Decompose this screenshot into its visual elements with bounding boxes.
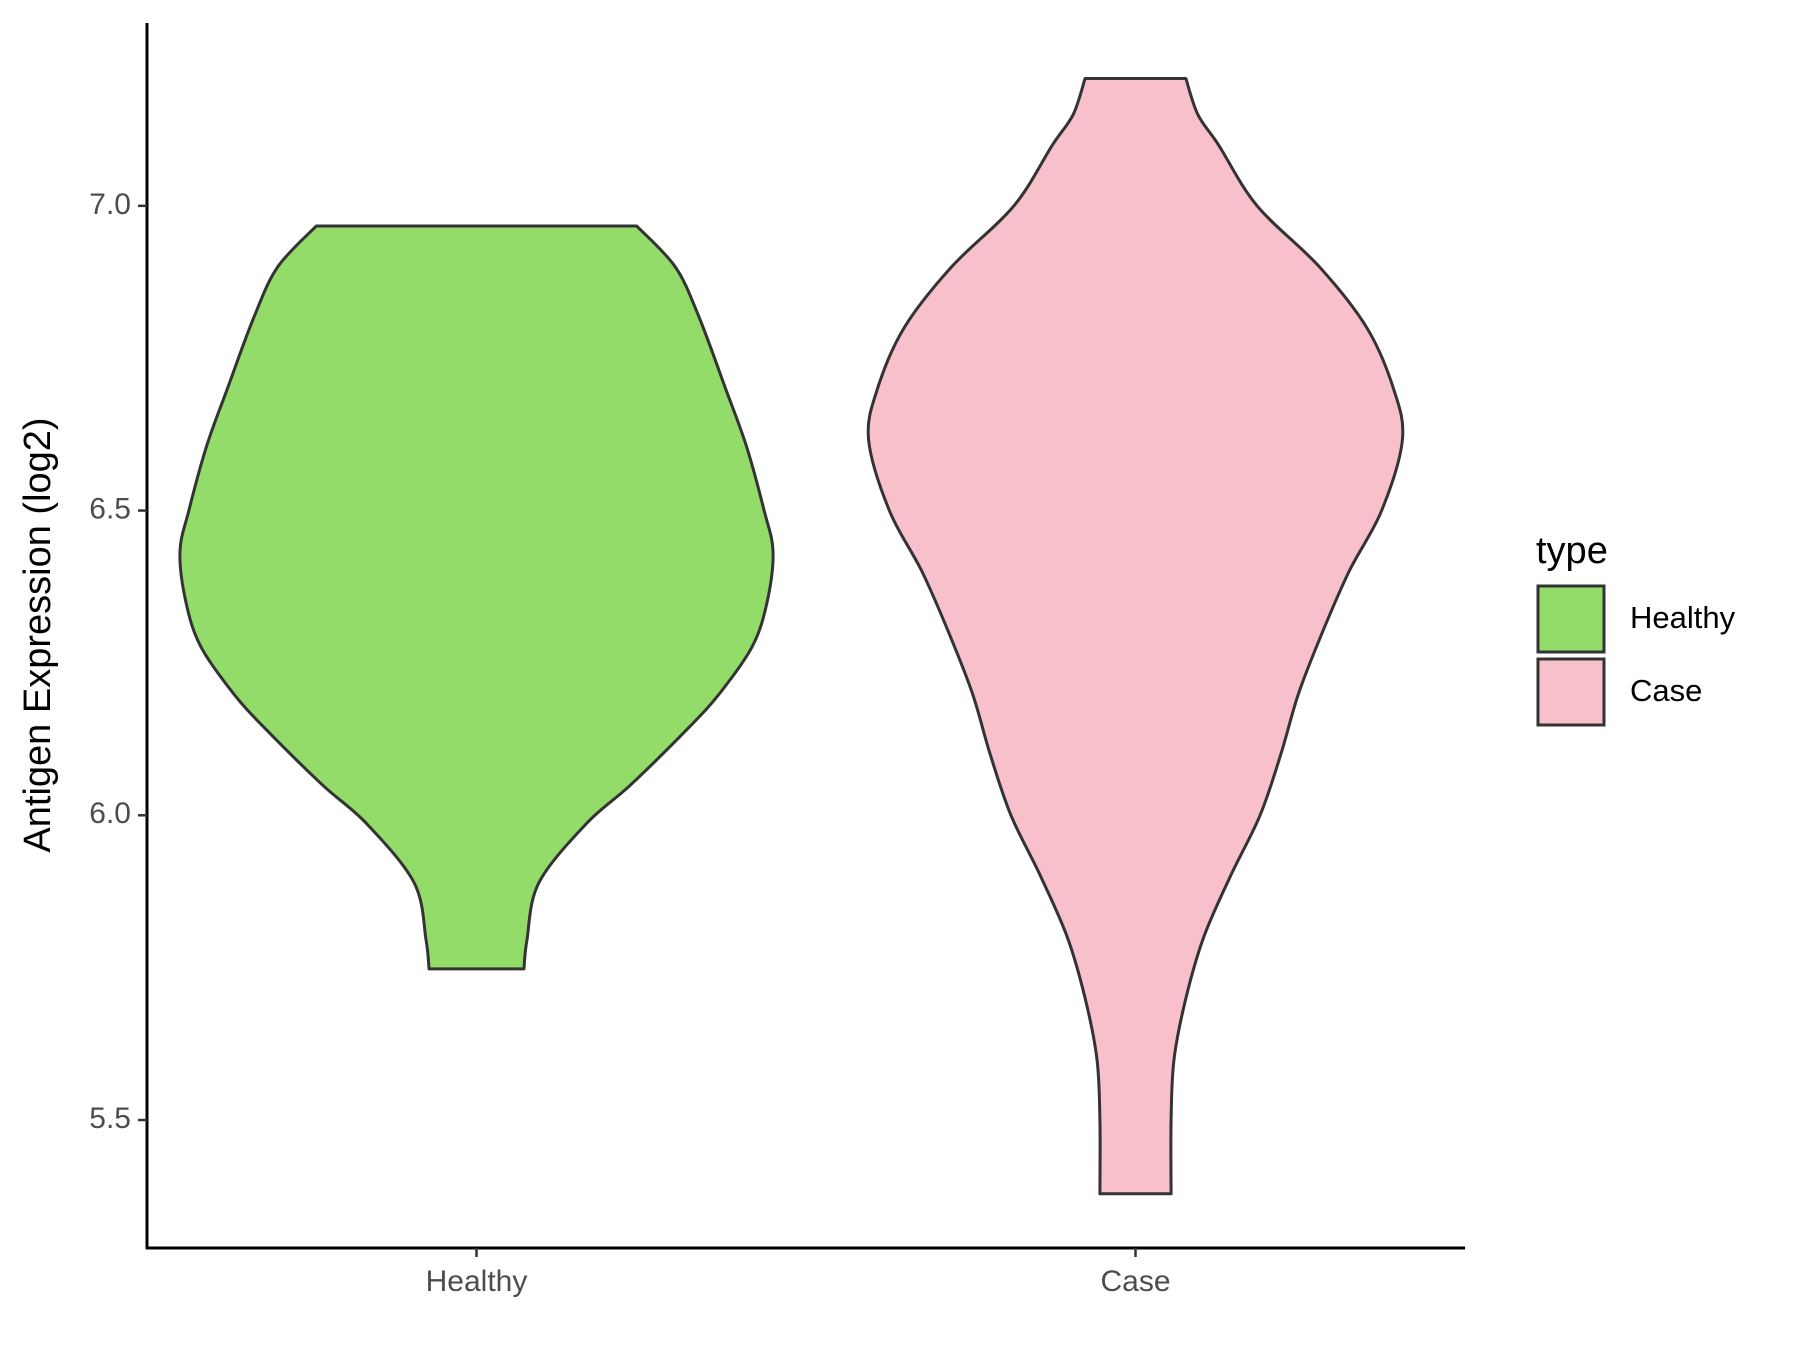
y-tick-label: 6.0 — [89, 797, 131, 830]
y-tick-label: 5.5 — [89, 1102, 131, 1135]
violin — [178, 224, 775, 971]
legend-swatch — [1536, 657, 1606, 727]
x-tick-label: Healthy — [426, 1265, 528, 1298]
legend-label: Case — [1630, 673, 1702, 708]
y-axis-title: Antigen Expression (log2) — [17, 417, 59, 852]
legend-label: Healthy — [1630, 600, 1736, 635]
x-tick-label: Case — [1100, 1265, 1170, 1298]
violin — [866, 76, 1405, 1196]
y-tick-label: 6.5 — [89, 492, 131, 525]
legend-swatch — [1536, 584, 1606, 654]
legend-title: type — [1536, 530, 1608, 572]
y-tick-label: 7.0 — [89, 188, 131, 221]
